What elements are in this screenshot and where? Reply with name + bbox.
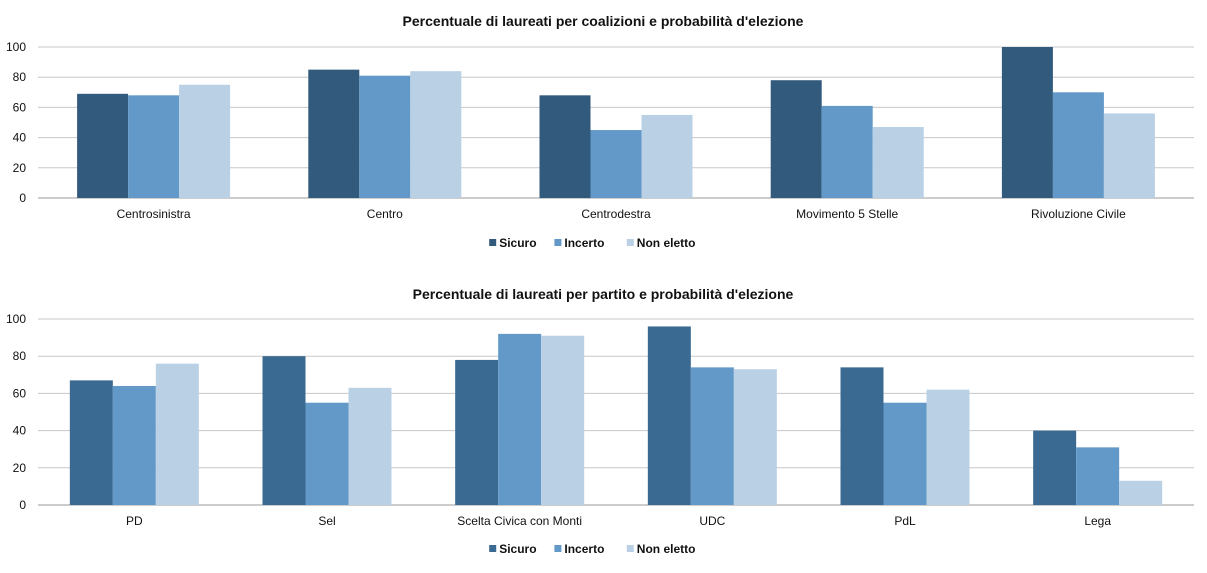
chart-coalizioni: Percentuale di laureati per coalizioni e… bbox=[0, 0, 1207, 275]
bar-non-eletto bbox=[1103, 113, 1155, 198]
legend: Sicuro Incerto Non eletto bbox=[489, 542, 695, 556]
y-tick-label: 0 bbox=[19, 498, 26, 512]
x-tick-label: Scelta Civica con Monti bbox=[457, 514, 582, 528]
legend-swatch bbox=[489, 239, 497, 246]
bar-non-eletto bbox=[155, 363, 199, 505]
bar-incerto bbox=[1052, 92, 1104, 198]
x-tick-label: Sel bbox=[318, 514, 335, 528]
x-tick-label: Lega bbox=[1084, 514, 1111, 528]
legend-label: Non eletto bbox=[637, 236, 696, 250]
x-tick-label: Centro bbox=[367, 207, 403, 221]
chart-partiti: Percentuale di laureati per partito e pr… bbox=[0, 280, 1207, 573]
x-tick-label: Rivoluzione Civile bbox=[1031, 207, 1126, 221]
bar-sicuro bbox=[262, 356, 306, 505]
y-tick-label: 80 bbox=[13, 70, 27, 84]
y-tick-label: 100 bbox=[6, 40, 26, 54]
bar-non-eletto bbox=[926, 389, 970, 505]
x-tick-label: UDC bbox=[699, 514, 725, 528]
legend-label: Incerto bbox=[564, 542, 604, 556]
legend-label: Non eletto bbox=[637, 542, 696, 556]
bar-non-eletto bbox=[641, 114, 693, 198]
y-tick-label: 20 bbox=[13, 161, 27, 175]
x-tick-label: PD bbox=[126, 514, 143, 528]
bar-incerto bbox=[498, 333, 542, 505]
bar-incerto bbox=[821, 105, 873, 198]
legend-label: Incerto bbox=[564, 236, 604, 250]
legend: Sicuro Incerto Non eletto bbox=[489, 236, 695, 250]
bar-incerto bbox=[883, 402, 927, 505]
bar-non-eletto bbox=[1119, 480, 1163, 505]
bar-sicuro bbox=[1001, 47, 1053, 198]
legend-swatch bbox=[626, 239, 634, 246]
bar-sicuro bbox=[1033, 430, 1077, 505]
bar-non-eletto bbox=[872, 127, 924, 198]
bar-sicuro bbox=[840, 367, 884, 505]
legend-label: Sicuro bbox=[499, 236, 536, 250]
x-tick-label: Centrodestra bbox=[581, 207, 651, 221]
bar-incerto bbox=[1076, 447, 1120, 505]
bar-non-eletto bbox=[733, 369, 777, 505]
x-tick-label: PdL bbox=[894, 514, 916, 528]
y-tick-label: 20 bbox=[13, 461, 27, 475]
bar-non-eletto bbox=[348, 387, 392, 505]
bar-incerto bbox=[112, 385, 156, 505]
bar-sicuro bbox=[455, 359, 499, 505]
legend-swatch bbox=[489, 545, 497, 552]
x-tick-label: Movimento 5 Stelle bbox=[796, 207, 898, 221]
bar-non-eletto bbox=[541, 335, 585, 505]
x-tick-label: Centrosinistra bbox=[117, 207, 191, 221]
chart-title: Percentuale di laureati per coalizioni e… bbox=[403, 13, 804, 29]
bar-incerto bbox=[690, 367, 734, 505]
y-tick-label: 60 bbox=[13, 386, 27, 400]
chart-partiti-svg: Percentuale di laureati per partito e pr… bbox=[6, 286, 1194, 556]
legend-swatch bbox=[554, 239, 562, 246]
legend-label: Sicuro bbox=[499, 542, 536, 556]
chart-title: Percentuale di laureati per partito e pr… bbox=[413, 286, 794, 302]
y-tick-label: 0 bbox=[19, 191, 26, 205]
bar-incerto bbox=[590, 130, 642, 198]
bar-incerto bbox=[305, 402, 349, 505]
bar-incerto bbox=[128, 95, 180, 198]
bar-sicuro bbox=[647, 326, 691, 505]
chart-coalizioni-svg: Percentuale di laureati per coalizioni e… bbox=[6, 13, 1194, 250]
y-tick-label: 100 bbox=[6, 312, 26, 326]
bar-sicuro bbox=[770, 80, 822, 198]
bar-sicuro bbox=[539, 95, 591, 198]
bar-sicuro bbox=[308, 69, 360, 199]
y-tick-label: 80 bbox=[13, 349, 27, 363]
y-tick-label: 40 bbox=[13, 131, 27, 145]
bar-sicuro bbox=[69, 380, 113, 505]
legend-swatch bbox=[554, 545, 562, 552]
bar-incerto bbox=[359, 75, 411, 198]
bar-non-eletto bbox=[410, 71, 462, 198]
legend-swatch bbox=[626, 545, 634, 552]
y-tick-label: 40 bbox=[13, 424, 27, 438]
bar-non-eletto bbox=[179, 84, 231, 198]
y-tick-label: 60 bbox=[13, 100, 27, 114]
bar-sicuro bbox=[77, 93, 129, 198]
